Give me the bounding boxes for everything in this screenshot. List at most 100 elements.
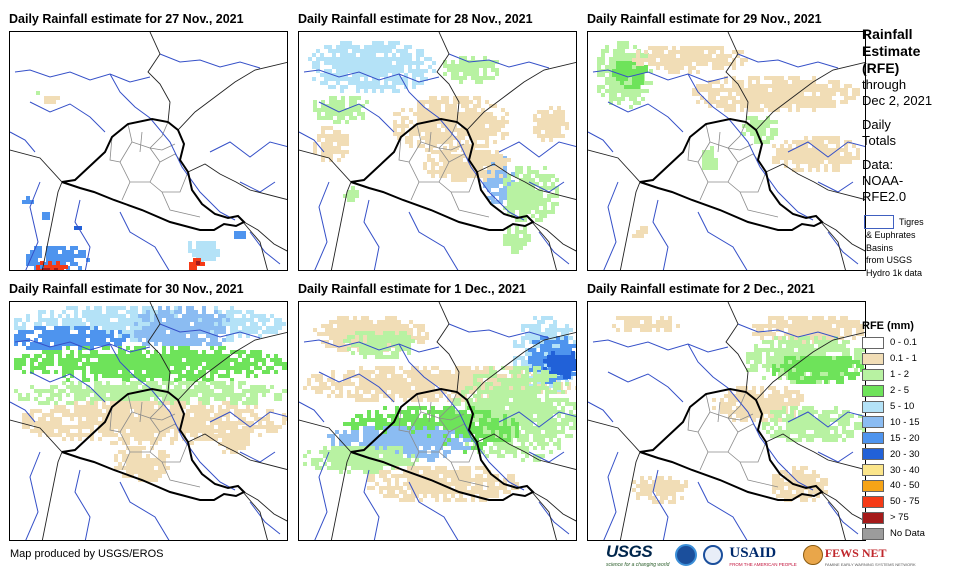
country-border (476, 163, 576, 200)
country-border (526, 215, 557, 270)
basin-boundary (314, 451, 330, 540)
usgs-logo: USGS science for a changing world (606, 542, 670, 568)
rainfall-map (9, 31, 288, 271)
panel-title: Daily Rainfall estimate for 1 Dec., 2021 (298, 282, 526, 296)
province-boundary (438, 441, 478, 463)
sidebar-data-label: Data: (862, 157, 894, 172)
basin-boundary (607, 101, 684, 133)
country-border (187, 433, 287, 470)
basin-boundary (737, 323, 839, 339)
map-panel-29-nov: Daily Rainfall estimate for 29 Nov., 202… (587, 12, 866, 272)
province-boundary (139, 401, 143, 423)
province-boundary (699, 451, 709, 471)
map-panel-1-dec: Daily Rainfall estimate for 1 Dec., 2021 (298, 282, 577, 542)
sidebar-totals: Totals (862, 133, 896, 148)
basin-boundary (787, 411, 865, 428)
province-boundary (119, 141, 161, 183)
province-boundary (119, 411, 161, 453)
province-boundary (149, 441, 189, 463)
country-border (725, 302, 749, 393)
province-boundary (697, 141, 739, 183)
province-boundary (450, 191, 490, 218)
basin-boundary (607, 371, 684, 403)
basin-boundary (588, 401, 614, 423)
legend-label: 50 - 75 (890, 496, 920, 508)
legend-label: 10 - 15 (890, 416, 920, 428)
basin-boundary (14, 339, 151, 353)
basin-boundary (29, 101, 106, 133)
province-boundary (408, 141, 450, 183)
legend-label: 30 - 40 (890, 464, 920, 476)
basin-boundary (737, 53, 839, 69)
basin-boundary (588, 131, 614, 153)
country-border (725, 32, 749, 123)
basin-boundary (119, 211, 170, 270)
country-border (330, 181, 352, 270)
basin-boundary (29, 371, 106, 403)
basin-boundary (74, 469, 91, 540)
legend-label: 1 - 2 (890, 369, 910, 381)
sidebar-source: NOAA- (862, 173, 904, 188)
sidebar-title-line: (RFE) (862, 60, 900, 76)
country-border (619, 181, 641, 270)
province-boundary (149, 171, 189, 193)
country-border (588, 419, 654, 453)
province-boundary (139, 131, 143, 153)
country-border (821, 491, 865, 522)
legend-item: 50 - 75 (862, 494, 925, 510)
basin-legend: Tigres & Euphrates Basins from USGS Hydr… (862, 215, 962, 278)
province-boundary (398, 136, 410, 163)
basin-boundary (159, 323, 261, 339)
country-border (815, 215, 846, 270)
basin-boundary (603, 451, 619, 540)
basin-boundary (652, 469, 669, 540)
province-boundary (727, 143, 754, 151)
noaa-logo-icon (675, 544, 698, 566)
legend-label: 15 - 20 (890, 432, 920, 444)
basin-boundary (528, 451, 565, 463)
usaid-logo: USAID FROM THE AMERICAN PEOPLE (729, 544, 797, 567)
legend-item: > 75 (862, 510, 925, 526)
sidebar-source: RFE2.0 (862, 189, 907, 204)
basin-boundary (398, 343, 525, 491)
legend-swatch (862, 448, 884, 461)
province-boundary (450, 461, 490, 488)
basin-boundary (318, 101, 395, 133)
basin-boundary (209, 141, 287, 158)
legend-label: 2 - 5 (890, 385, 910, 397)
sidebar-daily: Daily (862, 117, 891, 132)
province-boundary (438, 413, 465, 421)
basin-boundary (687, 73, 814, 221)
legend-label: 0 - 0.1 (890, 337, 917, 349)
province-boundary (408, 411, 450, 453)
province-boundary (727, 171, 767, 193)
globe-icon (802, 545, 823, 565)
basin-boundary (239, 181, 276, 193)
country-border (532, 221, 576, 252)
country-border (619, 451, 641, 540)
country-border (147, 32, 171, 123)
map-info-sidebar: Rainfall Estimate (RFE) through Dec 2, 2… (862, 26, 962, 278)
basin-boundary (448, 53, 550, 69)
country-border (755, 332, 865, 401)
sidebar-title-line: Estimate (862, 43, 921, 59)
province-boundary (448, 153, 470, 163)
basin-legend-text: Tigres & Euphrates Basins from USGS Hydr… (866, 217, 924, 278)
rainfall-map (9, 301, 288, 541)
legend-label: 20 - 30 (890, 448, 920, 460)
province-boundary (705, 121, 747, 149)
province-boundary (398, 406, 410, 433)
basin-boundary (10, 401, 36, 423)
country-border (237, 485, 268, 540)
basin-boundary (652, 199, 669, 270)
province-boundary (127, 121, 169, 149)
iraq-border (61, 387, 246, 501)
panel-title: Daily Rainfall estimate for 30 Nov., 202… (9, 282, 244, 296)
province-boundary (687, 136, 699, 163)
legend-item: No Data (862, 526, 925, 542)
province-boundary (161, 461, 201, 488)
basin-boundary (528, 181, 565, 193)
rainfall-field (303, 316, 576, 502)
rainfall-field (612, 316, 865, 504)
province-boundary (159, 153, 181, 163)
